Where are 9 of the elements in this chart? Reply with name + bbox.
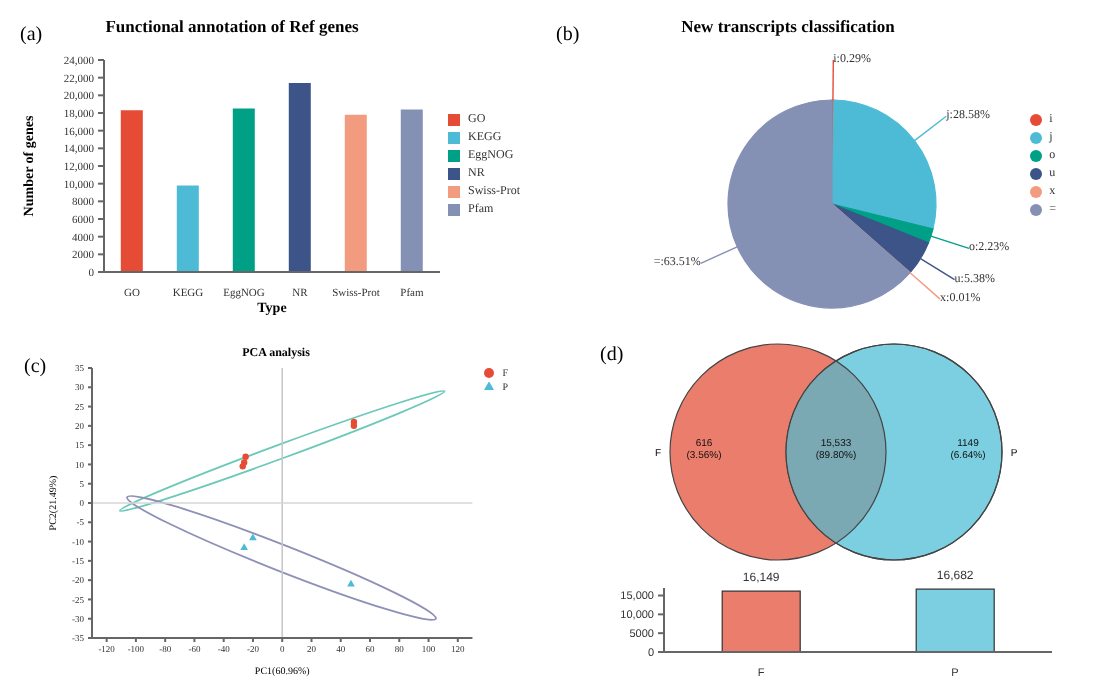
point	[242, 453, 249, 460]
chart-title: Functional annotation of Ref genes	[105, 16, 359, 36]
point	[240, 543, 249, 550]
point	[347, 579, 355, 587]
text: (a)	[20, 24, 43, 46]
chart-title: New transcripts classification	[681, 16, 895, 36]
text: (d)	[600, 344, 624, 366]
text: (b)	[556, 24, 580, 46]
text: (c)	[24, 356, 47, 378]
